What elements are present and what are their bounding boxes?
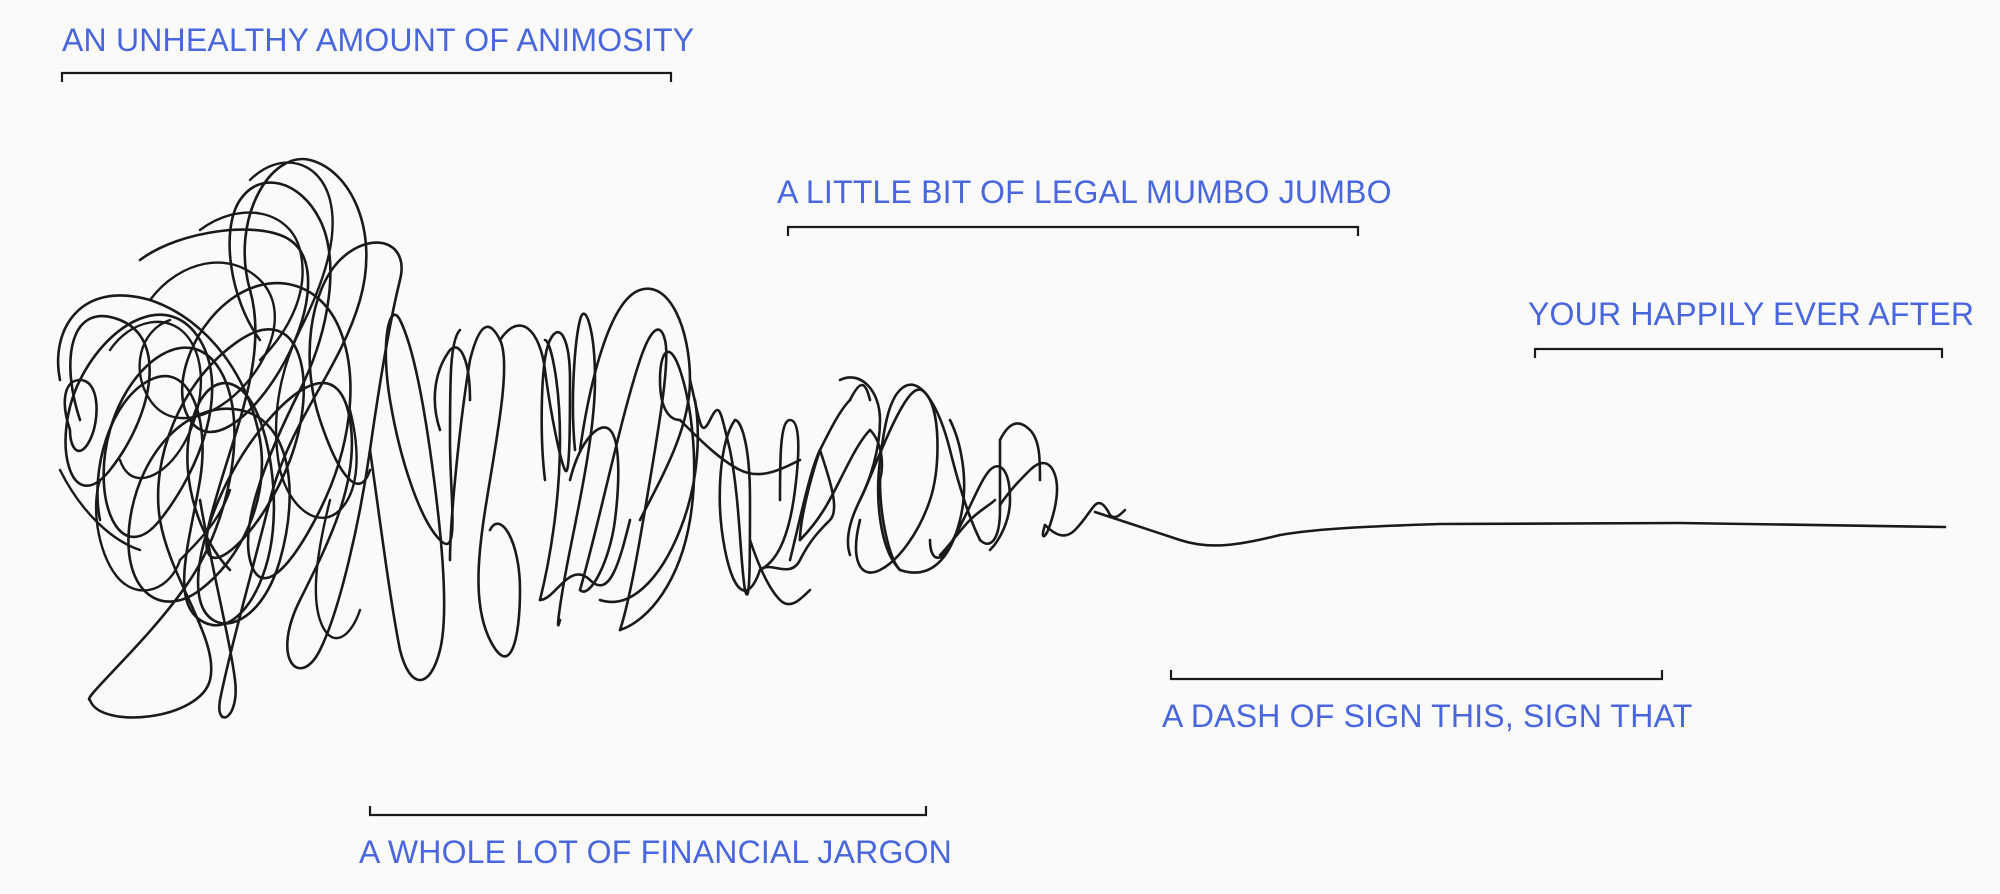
label-sign: A DASH OF SIGN THIS, SIGN THAT [1162, 698, 1693, 734]
bracket-animosity [60, 71, 673, 82]
bracket-financial [368, 806, 928, 817]
label-happily: YOUR HAPPILY EVER AFTER [1528, 296, 1975, 332]
bracket-happily [1533, 347, 1944, 358]
label-animosity: AN UNHEALTHY AMOUNT OF ANIMOSITY [62, 22, 695, 58]
bracket-legal [786, 225, 1360, 236]
label-legal: A LITTLE BIT OF LEGAL MUMBO JUMBO [777, 174, 1392, 210]
scribble-line [56, 157, 1947, 719]
label-financial: A WHOLE LOT OF FINANCIAL JARGON [359, 834, 952, 870]
bracket-sign [1169, 670, 1664, 681]
